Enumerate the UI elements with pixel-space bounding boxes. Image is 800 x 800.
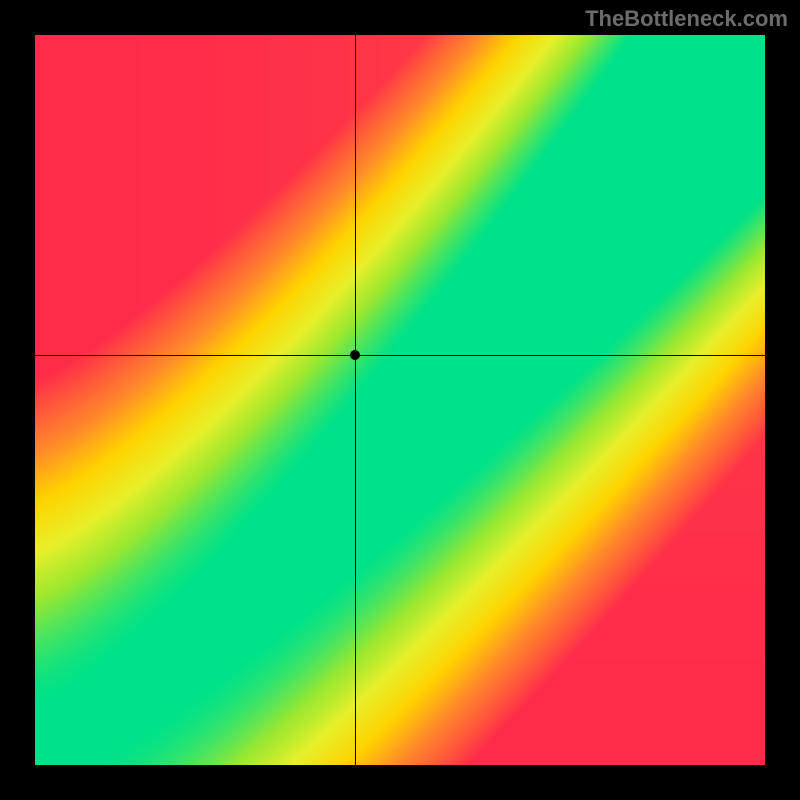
crosshair-horizontal — [35, 355, 765, 356]
heatmap-canvas — [35, 35, 765, 765]
crosshair-vertical — [355, 35, 356, 765]
crosshair-marker — [350, 350, 360, 360]
attribution-text: TheBottleneck.com — [585, 6, 788, 32]
heatmap-chart — [35, 35, 765, 765]
